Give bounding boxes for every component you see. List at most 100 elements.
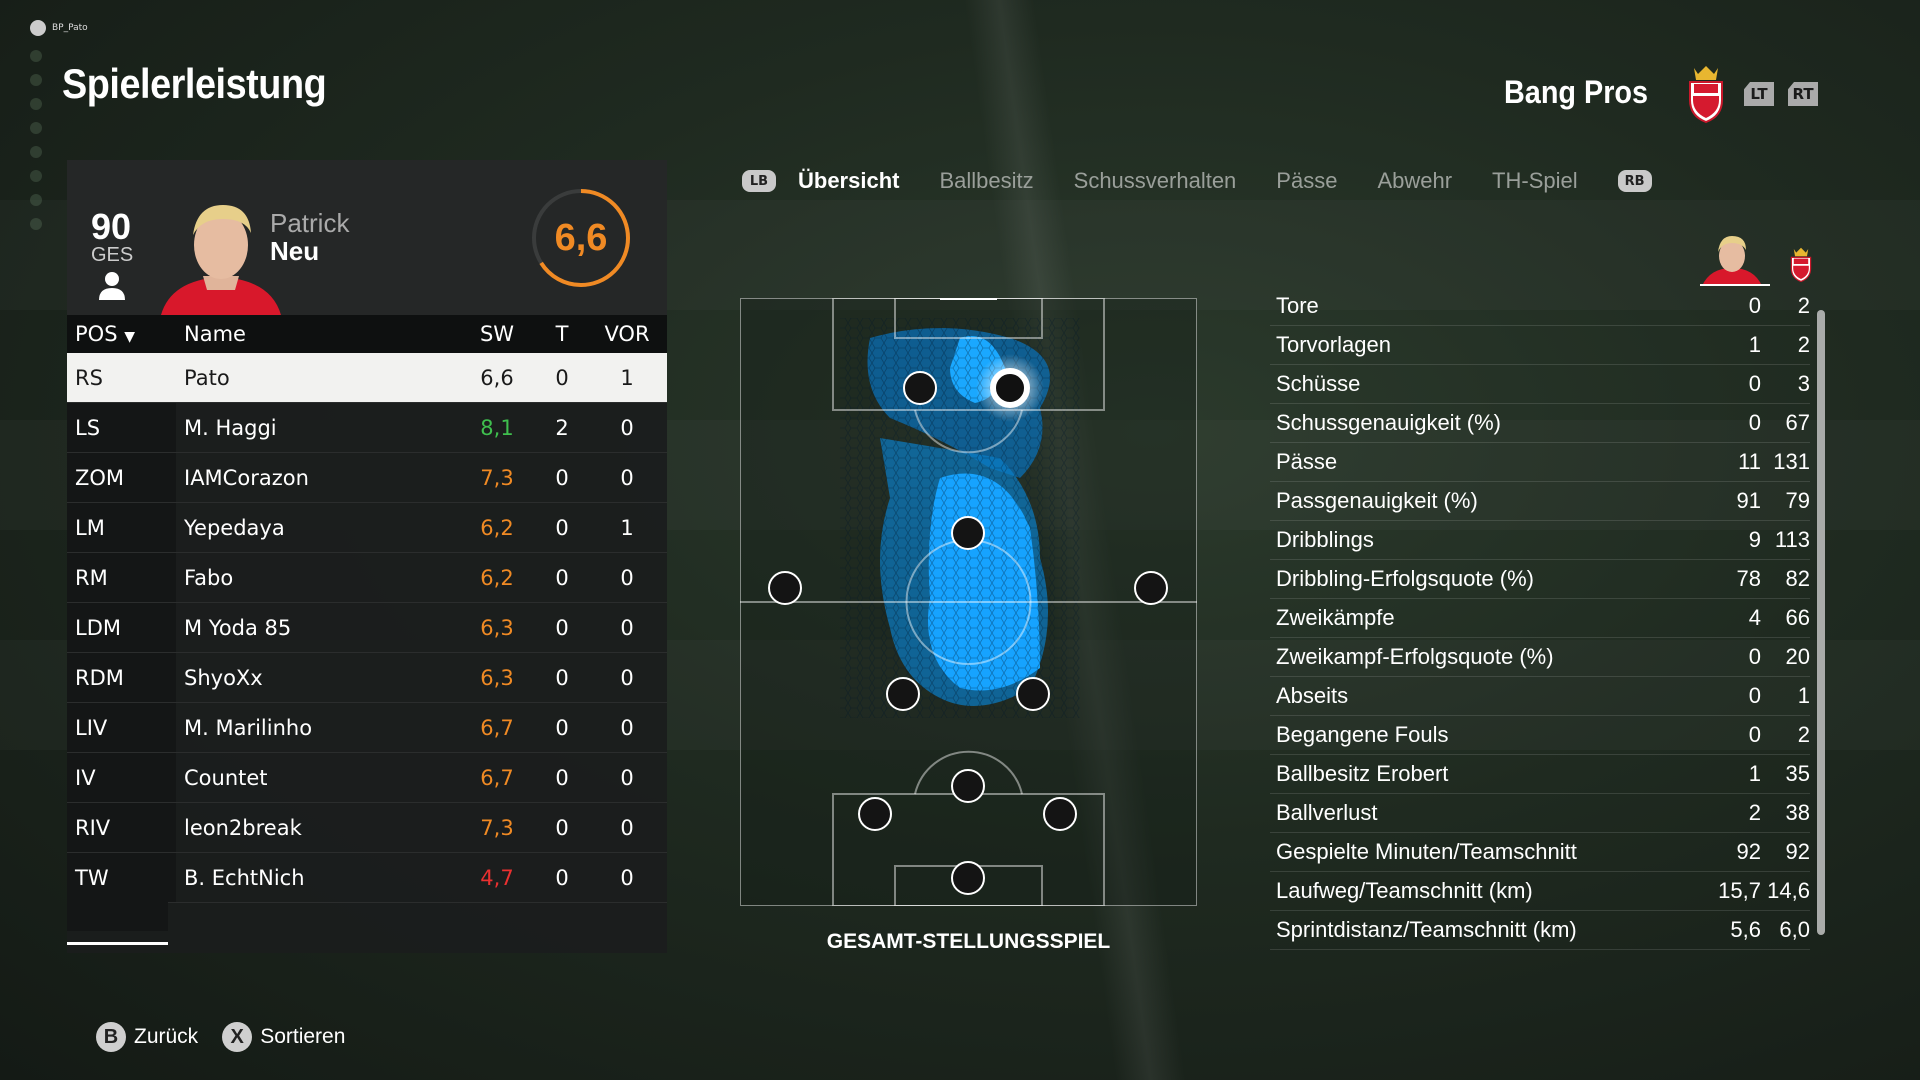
lt-trigger-button[interactable]: LT: [1744, 82, 1774, 106]
tab-paesse[interactable]: Pässe: [1276, 168, 1338, 193]
stat-team-value: 79: [1785, 488, 1810, 513]
positioning-heatmap-pitch: [740, 298, 1197, 906]
roster-rating: 6,2: [457, 552, 537, 603]
roster-row[interactable]: LDM M Yoda 85 6,3 0 0: [67, 602, 667, 653]
lb-bumper-button[interactable]: LB: [742, 170, 776, 192]
stat-player-value: 0: [1748, 722, 1761, 747]
roster-pos: RIV: [67, 802, 176, 853]
stat-row: Sprintdistanz/Teamschnitt (km) 5,6 6,0: [1270, 911, 1810, 950]
roster-rating: 6,2: [457, 502, 537, 553]
player-portrait: [161, 205, 281, 315]
stat-row: Zweikämpfe 4 66: [1270, 599, 1810, 638]
roster-row[interactable]: RM Fabo 6,2 0 0: [67, 552, 667, 603]
roster-rating: 6,3: [457, 652, 537, 703]
roster-pos: LM: [67, 502, 176, 553]
roster-row[interactable]: RS Pato 6,6 0 1: [67, 353, 667, 403]
stat-label: Abseits: [1276, 683, 1349, 708]
stat-row: Torvorlagen 1 2: [1270, 326, 1810, 365]
stat-team-value: 1: [1797, 683, 1810, 708]
roster-rating: 4,7: [457, 852, 537, 903]
column-header-vor[interactable]: VOR: [587, 315, 667, 353]
stat-team-value: 92: [1785, 839, 1810, 864]
roster-row[interactable]: LIV M. Marilinho 6,7 0 0: [67, 702, 667, 753]
stat-player-value: 1: [1748, 761, 1761, 786]
roster-goals: 0: [537, 852, 587, 903]
roster-player-name: B. EchtNich: [176, 852, 457, 903]
rb-bumper-button[interactable]: RB: [1617, 170, 1652, 192]
roster-pos: LS: [67, 402, 176, 453]
stat-label: Gespielte Minuten/Teamschnitt: [1276, 839, 1577, 864]
tab-uebersicht[interactable]: Übersicht: [798, 168, 900, 193]
roster-pos: LDM: [67, 602, 176, 653]
column-header-t[interactable]: T: [537, 315, 587, 353]
sort-hint[interactable]: X Sortieren: [222, 1022, 345, 1052]
page-title: Spielerleistung: [62, 60, 327, 107]
stat-label: Dribblings: [1276, 527, 1374, 552]
roster-player-name: Yepedaya: [176, 502, 457, 553]
heatmap-layer: [840, 318, 1080, 718]
column-header-pos-label: POS: [75, 322, 118, 346]
roster-goals: 0: [537, 602, 587, 653]
roster-pos: RDM: [67, 652, 176, 703]
roster-row[interactable]: IV Countet 6,7 0 0: [67, 752, 667, 803]
roster-row[interactable]: LS M. Haggi 8,1 2 0: [67, 402, 667, 453]
roster-rating: 7,3: [457, 452, 537, 503]
roster-rating: 6,6: [457, 353, 537, 403]
button-hints: B Zurück X Sortieren: [96, 1022, 369, 1052]
stat-label: Zweikampf-Erfolgsquote (%): [1276, 644, 1554, 669]
roster-row[interactable]: RIV leon2break 7,3 0 0: [67, 802, 667, 853]
stat-label: Torvorlagen: [1276, 332, 1391, 357]
stat-row: Dribbling-Erfolgsquote (%) 78 82: [1270, 560, 1810, 599]
stat-team-value: 82: [1785, 566, 1810, 591]
roster-assists: 1: [587, 353, 667, 403]
roster-row[interactable]: ZOM IAMCorazon 7,3 0 0: [67, 452, 667, 503]
stat-row: Zweikampf-Erfolgsquote (%) 0 20: [1270, 638, 1810, 677]
background-player-list: [30, 44, 42, 236]
stat-team-value: 131: [1773, 449, 1810, 474]
roster-assists: 0: [587, 702, 667, 753]
roster-goals: 0: [537, 752, 587, 803]
stat-player-value: 0: [1748, 371, 1761, 396]
player-header: 90 GES Patrick Neu 6,6: [67, 160, 667, 315]
stat-player-value: 78: [1736, 566, 1761, 591]
roster-player-name: M. Marilinho: [176, 702, 457, 753]
tab-schussverhalten[interactable]: Schussverhalten: [1073, 168, 1237, 193]
tab-th-spiel[interactable]: TH-Spiel: [1492, 168, 1578, 193]
column-header-sw[interactable]: SW: [457, 315, 537, 353]
roster-rating: 8,1: [457, 402, 537, 453]
stat-team-value: 3: [1797, 371, 1810, 396]
stat-player-value: 9: [1748, 527, 1761, 552]
roster-row[interactable]: LM Yepedaya 6,2 0 1: [67, 502, 667, 553]
stat-row: Ballverlust 2 38: [1270, 794, 1810, 833]
stat-team-value: 2: [1797, 722, 1810, 747]
roster-player-name: M Yoda 85: [176, 602, 457, 653]
stats-scrollbar[interactable]: [1817, 310, 1825, 935]
stat-team-value: 113: [1774, 527, 1810, 552]
stat-team-value: 38: [1785, 800, 1810, 825]
tab-ballbesitz[interactable]: Ballbesitz: [939, 168, 1034, 193]
stat-team-value: 66: [1785, 605, 1810, 630]
user-tag: BP_Pato: [30, 20, 88, 36]
tab-abwehr[interactable]: Abwehr: [1377, 168, 1453, 193]
back-hint[interactable]: B Zurück: [96, 1022, 198, 1052]
rt-trigger-button[interactable]: RT: [1788, 82, 1818, 106]
stat-row: Passgenauigkeit (%) 91 79: [1270, 482, 1810, 521]
roster-assists: 0: [587, 652, 667, 703]
player-roster-panel: 90 GES Patrick Neu 6,6 POS ▼ Name SW T V…: [67, 160, 667, 953]
column-header-pos[interactable]: POS ▼: [67, 315, 176, 353]
player-last-name: Neu: [270, 236, 320, 266]
stat-label: Schussgenauigkeit (%): [1276, 410, 1502, 435]
column-header-name[interactable]: Name: [176, 315, 457, 353]
roster-pos: IV: [67, 752, 176, 803]
player-first-name: Patrick: [270, 208, 350, 238]
stat-row: Gespielte Minuten/Teamschnitt 92 92: [1270, 833, 1810, 872]
pitch-caption: GESAMT-STELLUNGSSPIEL: [826, 930, 1111, 953]
roster-row[interactable]: TW B. EchtNich 4,7 0 0: [67, 852, 667, 903]
roster-row[interactable]: RDM ShyoXx 6,3 0 0: [67, 652, 667, 703]
stat-player-value: 15,7: [1718, 878, 1761, 903]
roster-rating: 6,3: [457, 602, 537, 653]
roster-assists: 0: [587, 602, 667, 653]
roster-player-name: Fabo: [176, 552, 457, 603]
roster-pos: RM: [67, 552, 176, 603]
stat-row: Schussgenauigkeit (%) 0 67: [1270, 404, 1810, 443]
